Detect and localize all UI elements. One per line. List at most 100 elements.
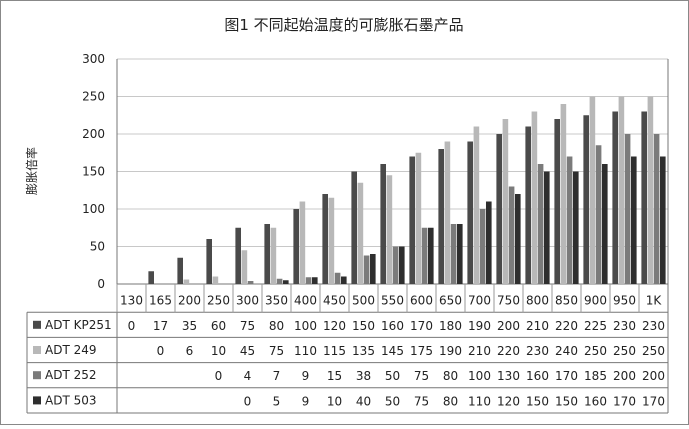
data-label: 75: [240, 319, 255, 333]
bar: [589, 96, 596, 284]
data-label: 80: [269, 319, 284, 333]
bar: [583, 115, 589, 284]
data-label: 5: [273, 394, 281, 408]
data-label: 80: [443, 394, 458, 408]
x-tick-label: 850: [555, 294, 578, 308]
legend-key: [33, 346, 41, 354]
data-label: 150: [555, 394, 578, 408]
bar: [479, 209, 486, 284]
bar: [392, 246, 399, 284]
bar: [299, 201, 306, 284]
bar: [386, 175, 393, 284]
data-label: 9: [302, 394, 310, 408]
legend-label: ADT 252: [45, 368, 97, 382]
legend-label: ADT KP251: [45, 318, 112, 332]
data-label: 75: [414, 369, 429, 383]
data-label: 10: [211, 344, 226, 358]
data-label: 80: [443, 369, 458, 383]
data-label: 0: [244, 394, 252, 408]
bar: [560, 104, 567, 284]
legend-label: ADT 249: [45, 343, 97, 357]
data-label: 160: [526, 369, 549, 383]
data-label: 40: [356, 394, 371, 408]
bar: [341, 276, 347, 284]
bar: [380, 164, 386, 284]
bar: [270, 227, 277, 284]
data-label: 38: [356, 369, 371, 383]
bar: [450, 224, 457, 284]
bar: [515, 194, 521, 284]
data-label: 6: [186, 344, 194, 358]
data-label: 15: [327, 369, 342, 383]
bar: [399, 246, 405, 284]
data-label: 170: [642, 394, 665, 408]
bar: [177, 257, 183, 284]
data-label: 220: [497, 344, 520, 358]
x-tick-label: 200: [178, 294, 201, 308]
legend-key: [33, 396, 41, 405]
data-table: 130 165 200 250 300 350 400 450 500 550 600 650 700 7…: [26, 59, 669, 414]
data-label: 120: [323, 319, 346, 333]
y-tick-label: 0: [97, 277, 105, 291]
data-label: 170: [410, 319, 433, 333]
bar: [428, 227, 434, 284]
y-tick-label: 250: [82, 90, 105, 104]
bar: [438, 149, 444, 284]
legend-key: [33, 320, 41, 329]
x-tick-label: 250: [207, 294, 230, 308]
data-label: 17: [153, 319, 168, 333]
bar: [473, 126, 480, 284]
data-label: 200: [497, 319, 520, 333]
bar: [602, 164, 608, 284]
bar: [241, 250, 248, 284]
chart-title: 图1 不同起始温度的可膨胀石墨产品: [224, 16, 463, 34]
data-label: 145: [381, 344, 404, 358]
data-label: 60: [211, 319, 226, 333]
bar: [322, 194, 328, 284]
bar: [415, 152, 422, 284]
bar: [370, 254, 376, 284]
data-label: 100: [468, 369, 491, 383]
y-tick-label: 50: [90, 240, 105, 254]
x-tick-label: 300: [236, 294, 259, 308]
data-label: 250: [613, 344, 636, 358]
bar: [357, 182, 364, 284]
legend-label: ADT 503: [45, 393, 97, 407]
data-label: 250: [584, 344, 607, 358]
data-label: 7: [273, 369, 281, 383]
data-label: 230: [613, 319, 636, 333]
x-tick-label: 600: [410, 294, 433, 308]
y-tick-label: 150: [82, 165, 105, 179]
data-label: 10: [327, 394, 342, 408]
data-label: 4: [244, 369, 252, 383]
data-label: 160: [381, 319, 404, 333]
bar: [351, 171, 357, 284]
bar: [612, 111, 618, 284]
y-axis-label: 膨胀倍率: [24, 147, 39, 195]
x-tick-label: 650: [439, 294, 462, 308]
bar: [305, 277, 312, 284]
bar: [283, 280, 289, 284]
bar: [641, 111, 647, 284]
bar: [496, 134, 502, 284]
bar: [554, 119, 560, 284]
bar: [467, 141, 473, 284]
bars: [148, 96, 666, 284]
bar: [457, 224, 463, 284]
bar: [212, 276, 219, 284]
x-tick-label: 750: [497, 294, 520, 308]
data-label: 210: [468, 344, 491, 358]
data-label: 180: [439, 319, 462, 333]
bar: [624, 134, 631, 284]
data-label: 185: [584, 369, 607, 383]
data-label: 160: [584, 394, 607, 408]
bar: [183, 279, 190, 284]
x-tick-label: 165: [149, 294, 172, 308]
bar: [328, 197, 335, 284]
data-label: 170: [613, 394, 636, 408]
data-label: 210: [526, 319, 549, 333]
bar: [595, 145, 602, 284]
bar: [293, 209, 299, 284]
bar: [421, 227, 428, 284]
